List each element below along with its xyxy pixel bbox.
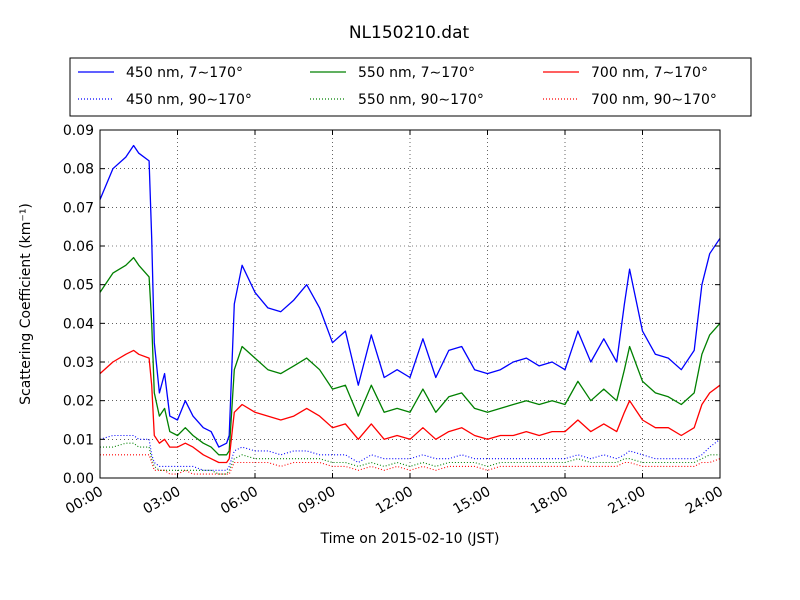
legend: 450 nm, 7∼170° 450 nm, 90∼170° 550 nm, 7∼1…: [69, 57, 752, 117]
y-tick-label: 0.08: [63, 162, 94, 178]
series-line-5: [100, 454, 721, 475]
y-tick-label: 0.06: [63, 239, 94, 255]
legend-frame: [69, 57, 752, 117]
series-line-4: [99, 349, 721, 464]
x-tick-label: 21:00: [606, 484, 649, 518]
x-tick-label: 09:00: [296, 484, 339, 518]
x-tick-label: 24:00: [683, 484, 726, 518]
x-tick-label: 12:00: [373, 484, 416, 518]
y-tick-label: 0.07: [63, 200, 94, 216]
x-axis-label: Time on 2015-02-10 (JST): [320, 531, 500, 547]
y-tick-label: 0.05: [63, 278, 94, 294]
y-axis-label: Scattering Coefficient (km⁻¹): [18, 203, 34, 405]
series-line-1: [99, 434, 721, 471]
legend-label-5: 700 nm, 90∼170°: [591, 92, 717, 108]
grid: [100, 130, 720, 478]
legend-label-4: 700 nm, 7∼170°: [591, 65, 708, 81]
y-tick-label: 0.03: [63, 355, 94, 371]
series-line-0: [99, 144, 721, 448]
y-tick-label: 0.02: [63, 394, 94, 410]
series-line-2: [99, 256, 721, 456]
legend-label-2: 550 nm, 7∼170°: [358, 65, 475, 81]
legend-label-0: 450 nm, 7∼170°: [126, 65, 243, 81]
x-tick-label: 03:00: [141, 484, 184, 518]
x-tick-label: 00:00: [63, 484, 106, 518]
y-tick-label: 0.01: [63, 432, 94, 448]
plot-area: [99, 144, 721, 475]
x-tick-label: 15:00: [451, 484, 494, 518]
x-tick-label: 18:00: [528, 484, 571, 518]
legend-label-1: 450 nm, 90∼170°: [126, 92, 252, 108]
chart-title: NL150210.dat: [349, 23, 470, 43]
legend-label-3: 550 nm, 90∼170°: [358, 92, 484, 108]
x-tick-label: 06:00: [218, 484, 261, 518]
series-line-3: [100, 442, 720, 475]
y-tick-label: 0.04: [63, 316, 94, 332]
y-tick-label: 0.09: [63, 123, 94, 139]
y-tick-label: 0.00: [63, 471, 94, 487]
